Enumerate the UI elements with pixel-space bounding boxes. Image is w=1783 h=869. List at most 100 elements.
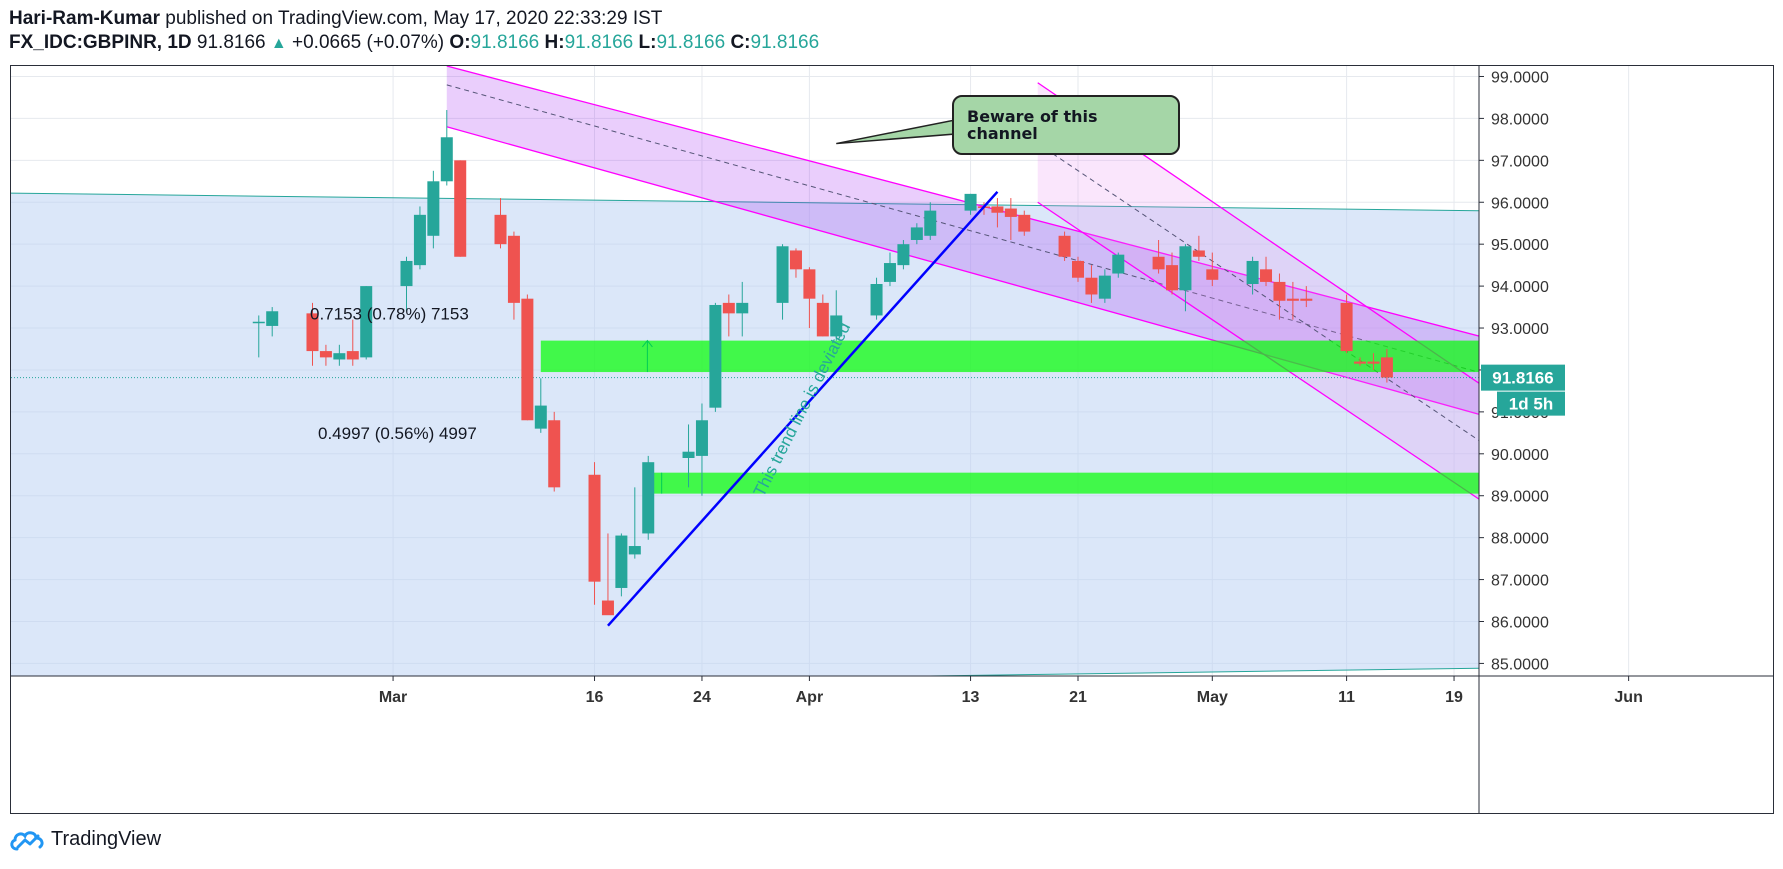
candle-body (964, 193, 977, 211)
candle-body (1112, 254, 1125, 274)
chart-frame[interactable]: 0.7153 (0.78%) 7153 0.4997 (0.56%) 4997 Th… (10, 65, 1774, 814)
candle-body (830, 315, 843, 337)
callout-pointer (836, 119, 956, 145)
callout-text-line-1: Beware of this (967, 107, 1098, 126)
price-tick-label: 97.0000 (1491, 153, 1549, 170)
high-label: H: (544, 32, 565, 53)
candle-body (1273, 281, 1286, 301)
author-name[interactable]: Hari-Ram-Kumar (9, 8, 160, 29)
candle-body (883, 263, 896, 282)
candle-body (1206, 269, 1219, 280)
current-price-label: 91.8166 (1492, 369, 1553, 388)
candle-body (736, 302, 749, 314)
candle-body (615, 535, 628, 588)
candle-body (816, 302, 829, 337)
time-tick-label: 16 (586, 689, 604, 706)
candle-body (1004, 208, 1017, 217)
price-tick-label: 93.0000 (1491, 321, 1549, 338)
price-tick-label: 98.0000 (1491, 111, 1549, 128)
candle-body (1179, 246, 1192, 291)
candle-body (1354, 361, 1367, 364)
low-value: 91.8166 (656, 32, 726, 53)
chart-header: Hari-Ram-Kumar published on TradingView.… (9, 7, 819, 55)
time-tick-label: 24 (693, 689, 711, 706)
tradingview-cloud-icon[interactable] (9, 829, 45, 851)
price-tick-label: 90.0000 (1491, 447, 1549, 464)
candle-body (427, 181, 440, 236)
candle-body (1260, 269, 1273, 282)
support-zone (648, 472, 1479, 494)
candle-body (507, 235, 520, 303)
countdown-label: 1d 5h (1509, 395, 1553, 414)
candle-body (333, 353, 346, 360)
candle-body (1085, 277, 1098, 295)
candle-body (1098, 275, 1111, 299)
time-tick-label: 21 (1069, 689, 1087, 706)
candle-body (803, 269, 816, 299)
candle-body (1058, 235, 1071, 257)
candle-body (534, 405, 547, 429)
candle-body (991, 206, 1004, 213)
time-tick-label: 13 (962, 689, 980, 706)
candle-body (400, 260, 413, 287)
candle-body (789, 250, 802, 270)
price-tick-label: 99.0000 (1491, 69, 1549, 86)
time-tick-label: Apr (796, 689, 824, 706)
high-value: 91.8166 (564, 32, 634, 53)
time-tick-label: May (1197, 689, 1228, 706)
time-tick-label: Mar (379, 689, 407, 706)
time-tick-label: Jun (1614, 689, 1642, 706)
measure-arrowhead (641, 339, 653, 348)
price-tick-label: 85.0000 (1491, 656, 1549, 673)
candle-body (1152, 256, 1165, 270)
candle-body (628, 546, 641, 555)
footer: TradingView (9, 828, 161, 851)
channel-center-line (1037, 143, 1479, 442)
outer-channel-line (11, 192, 1479, 212)
candle-body (588, 474, 601, 582)
candle-body (695, 420, 708, 456)
tradingview-brand[interactable]: TradingView (51, 828, 162, 850)
price-tick-label: 88.0000 (1491, 531, 1549, 548)
candle-body (1072, 260, 1084, 278)
trend-line (607, 190, 999, 627)
measurement-label: 0.4997 (0.56%) 4997 (318, 424, 477, 443)
callout-joint (954, 120, 960, 134)
time-tick-label: 19 (1445, 689, 1463, 706)
candle-body (924, 210, 937, 236)
price-tick-label: 96.0000 (1491, 195, 1549, 212)
candle-body (1380, 357, 1393, 378)
close-label: C: (730, 32, 751, 53)
candle-body (910, 227, 923, 240)
candle-body (252, 321, 265, 324)
channel-upper-line (446, 66, 1479, 337)
close-value: 91.8166 (750, 32, 820, 53)
open-value: 91.8166 (470, 32, 540, 53)
price-tick-label: 87.0000 (1491, 573, 1549, 590)
candle-body (494, 214, 507, 245)
candle-body (319, 351, 332, 358)
channel-lower-line (446, 126, 1479, 415)
time-tick-label: 11 (1338, 689, 1355, 706)
candle-body (1286, 298, 1299, 301)
channel-fill (446, 66, 1479, 415)
candle-body (682, 451, 695, 458)
measurement-label: 0.7153 (0.78%) 7153 (310, 305, 469, 324)
candle-body (776, 246, 789, 303)
price-tick-label: 86.0000 (1491, 614, 1549, 631)
candle-body (1340, 302, 1353, 352)
candle-body (1367, 361, 1380, 364)
ohlc-line: FX_IDC:GBPINR, 1D 91.8166 ▲ +0.0665 (+0.… (9, 31, 819, 55)
price-tick-label: 94.0000 (1491, 279, 1549, 296)
open-label: O: (449, 32, 471, 53)
price-tick-label: 95.0000 (1491, 237, 1549, 254)
candle-body (413, 214, 426, 266)
countdown-badge (1497, 391, 1565, 416)
symbol-label[interactable]: FX_IDC:GBPINR, 1D (9, 32, 192, 53)
candle-body (360, 286, 373, 358)
candle-body (1300, 298, 1313, 301)
candle-body (454, 160, 467, 257)
low-label: L: (638, 32, 657, 53)
callout-text-line-2: channel (967, 124, 1038, 143)
